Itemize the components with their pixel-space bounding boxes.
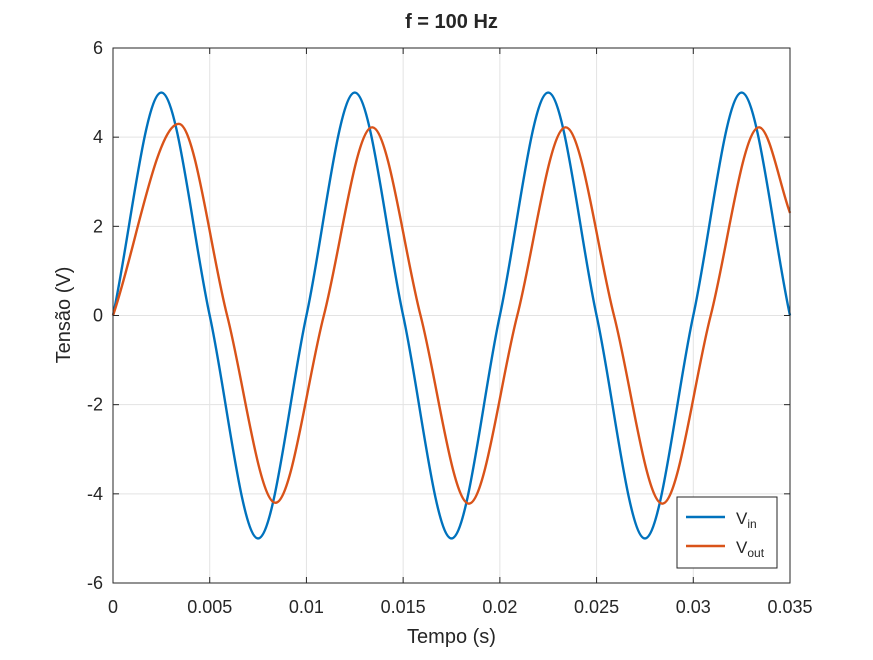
legend: Vin Vout [676, 496, 778, 569]
series-layer [111, 91, 792, 540]
y-axis-label: Tensão (V) [53, 267, 75, 364]
y-tick-label: -4 [87, 484, 103, 504]
y-tick-label: -2 [87, 395, 103, 415]
ticks [112, 47, 791, 584]
y-tick-label: 4 [93, 127, 103, 147]
x-tick-label: 0.03 [676, 597, 711, 617]
x-axis-label: Tempo (s) [407, 626, 496, 648]
chart-title: f = 100 Hz [405, 11, 498, 33]
x-tick-label: 0.025 [574, 597, 619, 617]
legend-label-vout-sub: out [747, 546, 764, 560]
x-tick-label: 0.02 [482, 597, 517, 617]
x-tick-label: 0.015 [381, 597, 426, 617]
legend-label-vin-sub: in [747, 517, 756, 531]
series-line-v-out [111, 122, 792, 505]
legend-label-vout: Vout [736, 538, 765, 560]
y-tick-label: 6 [93, 38, 103, 58]
x-tick-label: 0.035 [767, 597, 812, 617]
y-tick-label: 0 [93, 306, 103, 326]
y-tick-label: -6 [87, 573, 103, 593]
y-tick-labels: -6 -4 -2 0 2 4 6 [87, 38, 103, 593]
legend-label-vin: Vin [736, 509, 757, 531]
series-line-v-in [111, 91, 792, 540]
legend-label-vin-main: V [736, 509, 748, 528]
x-tick-label: 0 [108, 597, 118, 617]
legend-box [676, 496, 778, 569]
x-tick-label: 0.01 [289, 597, 324, 617]
x-tick-labels: 0 0.005 0.01 0.015 0.02 0.025 0.03 0.035 [108, 597, 813, 617]
legend-label-vout-main: V [736, 538, 748, 557]
x-tick-label: 0.005 [187, 597, 232, 617]
y-tick-label: 2 [93, 216, 103, 236]
